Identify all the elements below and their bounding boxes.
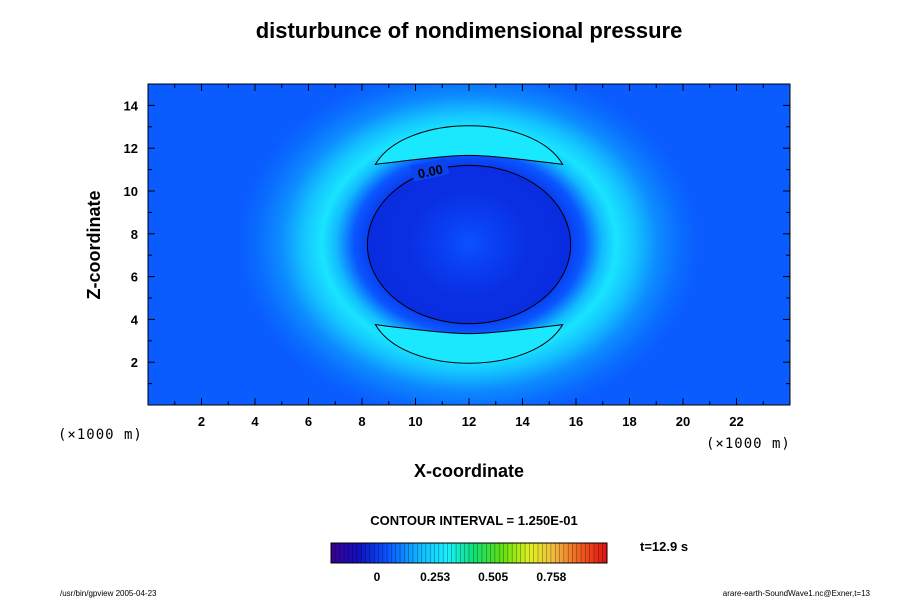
x-axis: 2 4 6 8 10 12 14 16 18 20 22 — [174, 84, 764, 429]
x-left-unit-label: (×1000 m) — [58, 427, 143, 443]
time-label: t=12.9 s — [640, 539, 688, 554]
x-tick-label: 22 — [729, 414, 743, 429]
zero-contour-line — [366, 164, 572, 325]
contour-label-mask — [410, 158, 450, 182]
colorbar-stripes — [335, 543, 603, 563]
colorbar-tick-label: 0 — [374, 570, 381, 584]
colorbar-tick-label: 0.253 — [420, 570, 450, 584]
plot-field: 0.00 — [148, 84, 790, 405]
footer-right: arare-earth-SoundWave1.nc@Exner,t=13 — [723, 589, 871, 598]
x-tick-label: 10 — [408, 414, 422, 429]
x-axis-title: X-coordinate — [414, 461, 524, 481]
y-tick-label: 8 — [131, 227, 138, 242]
colorbar-tick-label: 0.505 — [478, 570, 508, 584]
inner-low-region — [367, 165, 571, 324]
colorbar-ticks: 0 0.253 0.505 0.758 — [374, 570, 567, 584]
x-tick-label: 6 — [305, 414, 312, 429]
x-tick-label: 12 — [462, 414, 476, 429]
x-tick-label: 8 — [358, 414, 365, 429]
x-tick-label: 20 — [676, 414, 690, 429]
colorbar-tick-label: 0.758 — [536, 570, 566, 584]
x-tick-label: 14 — [515, 414, 530, 429]
chart-title: disturbunce of nondimensional pressure — [256, 18, 683, 43]
y-tick-label: 2 — [131, 355, 138, 370]
lower-crescent-region — [374, 324, 564, 364]
x-tick-label: 4 — [251, 414, 259, 429]
contour-label: 0.00 — [416, 161, 444, 181]
y-tick-label: 14 — [124, 98, 139, 113]
y-tick-label: 12 — [124, 141, 138, 156]
y-tick-label: 10 — [124, 184, 138, 199]
y-tick-label: 6 — [131, 270, 138, 285]
y-axis: 2 4 6 8 10 12 14 — [124, 98, 790, 385]
footer-left: /usr/bin/gpview 2005-04-23 — [60, 589, 157, 598]
x-tick-label: 16 — [569, 414, 583, 429]
y-axis-title: Z-coordinate — [84, 190, 104, 299]
upper-crescent-region — [374, 125, 564, 165]
contour-interval: CONTOUR INTERVAL = 1.250E-01 — [370, 513, 577, 528]
x-tick-label: 18 — [622, 414, 636, 429]
x-tick-label: 2 — [198, 414, 205, 429]
x-right-unit-label: (×1000 m) — [706, 436, 791, 452]
y-tick-label: 4 — [131, 312, 139, 327]
